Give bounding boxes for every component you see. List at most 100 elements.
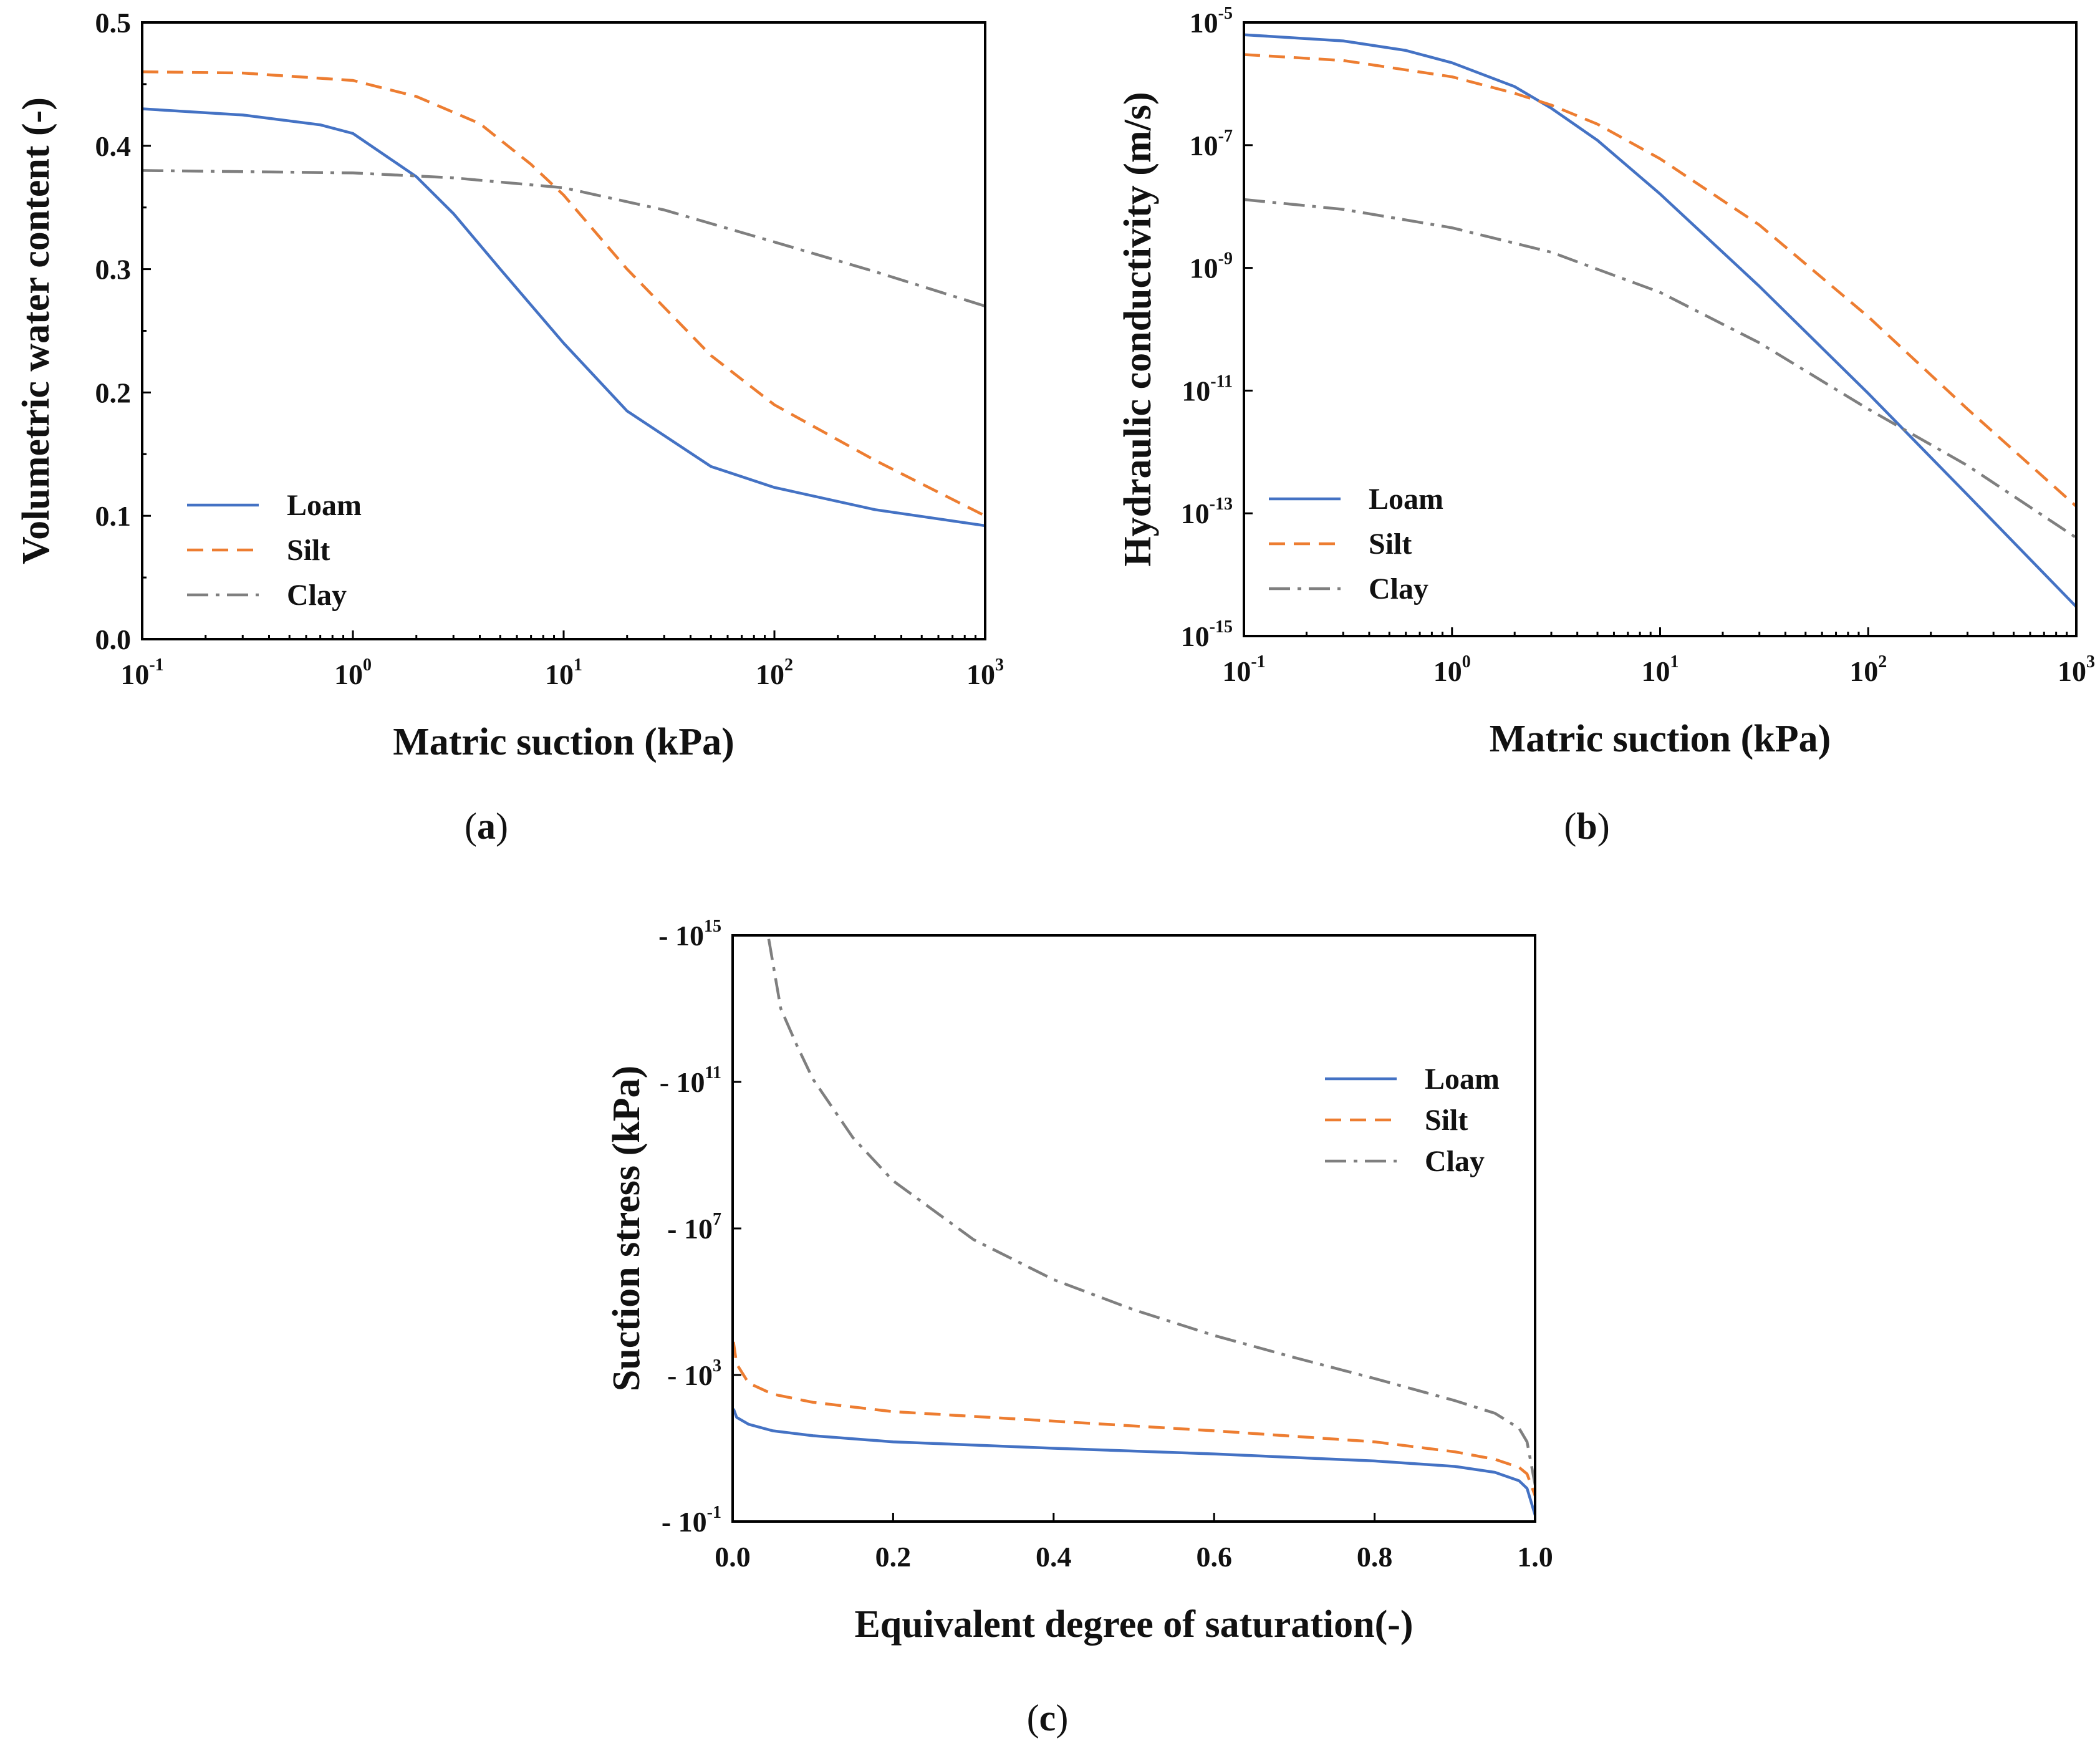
y-tick-label-exponent: 7 [713,1210,721,1229]
x-tick-label-exponent: 0 [363,655,372,675]
series-line-loam [733,1408,1535,1516]
x-tick-label-base: 10 [1222,655,1251,687]
x-tick-label-exponent: 2 [1878,652,1887,672]
x-tick-label: 100 [1433,652,1471,687]
caption-paren-open: ( [1564,806,1576,847]
y-tick-label-exponent: -5 [1218,4,1233,23]
x-tick-label-base: 10 [1849,655,1878,687]
x-tick-label: 10-1 [1222,652,1265,687]
caption-paren-open: ( [1027,1697,1039,1739]
chart-panel-c: 0.0 0.2 0.4 0.6 0.8 1.0- 10-1- 103- 107- 1011… [605,917,1553,1739]
y-tick-label-base: 10 [1181,620,1210,652]
y-tick-label: 0.1 [95,500,132,532]
series-line-silt [1244,53,2076,508]
y-tick-label-exponent: -15 [1210,617,1233,637]
legend: Loam Silt Clay [1269,483,1443,605]
series-group [1244,33,2076,608]
legend-label-silt: Silt [1425,1104,1468,1137]
x-tick-label: 0.6 [1196,1541,1232,1573]
x-tick-label-exponent: 1 [1670,652,1679,672]
chart-panel-a: 10-1 100 101 102 1030.00.10.20.30.40.5Matric… [15,7,1004,847]
legend-label-loam: Loam [287,489,362,522]
x-tick-label: 0.0 [715,1541,751,1573]
x-tick-label: 0.8 [1357,1541,1393,1573]
y-tick-label: 10-15 [1181,617,1233,652]
x-tick-label-base: 10 [966,658,995,690]
series-line-silt [733,1341,1535,1497]
x-tick-label-base: 10 [545,658,574,690]
legend-label-clay: Clay [1425,1145,1485,1178]
y-tick-label-base: 10 [1181,498,1210,529]
caption-paren-close: ) [1597,806,1610,847]
series-line-clay [142,169,985,308]
x-axis-label: Matric suction (kPa) [393,721,735,763]
y-tick-label: 0.0 [95,624,132,655]
panel-caption: (a) [465,806,508,847]
y-tick-label: 0.3 [95,254,132,286]
y-tick-label-base: - 10 [660,1066,705,1098]
series-line-loam [142,107,985,528]
y-tick-label-exponent: -13 [1210,494,1233,514]
x-tick-label: 0.2 [875,1541,912,1573]
legend: Loam Silt Clay [187,489,362,612]
panel-caption: (b) [1564,806,1609,847]
x-tick-label-exponent: 0 [1462,652,1471,672]
y-tick-label-base: - 10 [658,920,704,952]
x-tick-label-exponent: -1 [149,655,163,675]
x-axis-label: Matric suction (kPa) [1490,718,1831,760]
y-axis-label: Hydraulic conductivity (m/s) [1117,92,1159,566]
caption-letter: a [477,806,496,847]
y-tick-label-base: 10 [1182,375,1210,407]
panel-caption: (c) [1027,1697,1069,1739]
x-tick-label-base: 10 [756,658,784,690]
y-tick-label: - 10-1 [662,1503,721,1538]
y-tick-label: 0.4 [95,130,132,162]
plot-frame [731,934,1536,1523]
chart-panel-b: 10-1 100 101 102 10310-1510-1310-1110-910-71… [1117,4,2095,847]
y-tick-label: 0.5 [95,7,132,39]
y-tick-label: 10-13 [1181,494,1233,529]
legend-label-loam: Loam [1425,1063,1500,1096]
caption-letter: c [1039,1697,1056,1739]
y-tick-label-base: - 10 [667,1213,713,1245]
caption-paren-close: ) [1056,1697,1068,1739]
y-axis-label: Volumetric water content (-) [15,97,57,564]
x-tick-label: 100 [334,655,372,690]
y-tick-label: 10-5 [1190,4,1233,39]
x-tick-label-base: 10 [120,658,149,690]
caption-paren-close: ) [496,806,508,847]
legend-label-silt: Silt [287,534,330,567]
series-line-clay [767,938,1535,1485]
x-tick-label-base: 10 [2058,655,2086,687]
x-tick-label: 1.0 [1517,1541,1553,1573]
y-tick-label: - 107 [667,1210,721,1245]
caption-letter: b [1576,806,1597,847]
x-tick-label-base: 10 [1433,655,1462,687]
legend-label-silt: Silt [1369,528,1412,561]
x-tick-label-base: 10 [334,658,363,690]
x-tick-label-base: 10 [1642,655,1670,687]
y-tick-label-exponent: -9 [1218,249,1233,269]
x-tick-label-exponent: 3 [995,655,1004,675]
legend: Loam Silt Clay [1325,1063,1500,1178]
x-tick-label: 0.4 [1036,1541,1072,1573]
x-tick-label: 103 [2058,652,2095,687]
series-group [142,70,985,528]
y-tick-label: - 1011 [660,1063,721,1098]
y-tick-label: 10-9 [1190,249,1233,284]
x-tick-label-exponent: 2 [784,655,793,675]
series-line-loam [1244,33,2076,608]
y-tick-label: 10-7 [1190,127,1233,162]
x-tick-label-exponent: 1 [574,655,582,675]
x-tick-label: 101 [1642,652,1679,687]
x-tick-label-exponent: 3 [2086,652,2095,672]
x-tick-label-exponent: -1 [1251,652,1265,672]
y-tick-label-base: 10 [1190,253,1218,284]
y-tick-label-exponent: -7 [1218,127,1233,146]
x-tick-label: 101 [545,655,582,690]
legend-label-clay: Clay [287,579,347,612]
x-tick-label: 102 [756,655,793,690]
y-tick-label: - 103 [667,1356,721,1391]
y-tick-label: - 1015 [658,917,721,952]
